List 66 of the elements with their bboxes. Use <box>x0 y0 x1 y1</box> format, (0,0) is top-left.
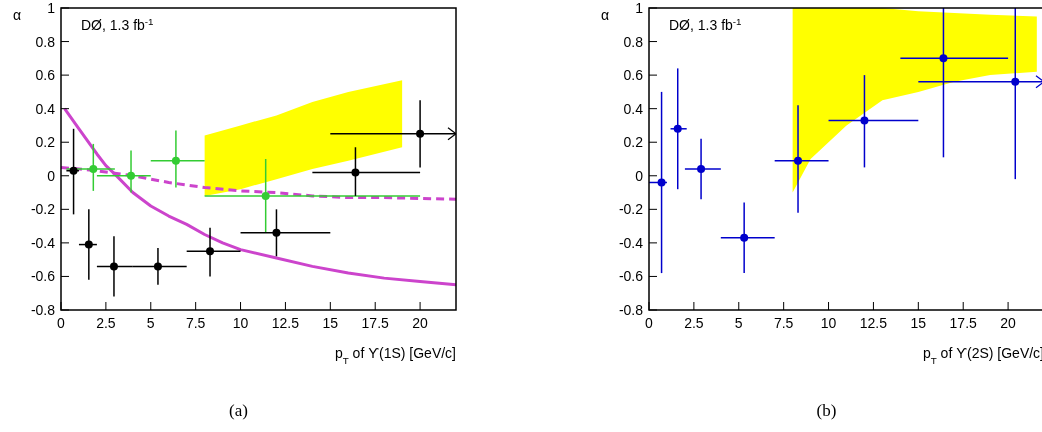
x-tick-label: 5 <box>734 315 743 331</box>
y-tick-label: -0.8 <box>618 302 644 318</box>
x-tick-label: 12.5 <box>271 315 300 331</box>
x-tick-label: 0 <box>57 315 66 331</box>
point <box>1011 77 1020 86</box>
x-tick-label: 10 <box>820 315 837 331</box>
y-tick-label: -0.4 <box>618 234 644 251</box>
y-tick-label: 0 <box>635 167 644 184</box>
text: (b) <box>816 401 837 420</box>
y-tick-label: -0.6 <box>618 268 644 285</box>
point <box>89 165 98 174</box>
point <box>860 116 869 125</box>
x-axis-title: p$_{T}$ of ϒ(1S) [GeV/c] <box>334 345 456 366</box>
text: (a) <box>229 401 248 420</box>
x-tick-label: 7.5 <box>773 315 794 331</box>
y-tick-label: 0.8 <box>35 33 56 50</box>
x-tick-label: 10 <box>232 315 249 331</box>
y-tick-label: 0.2 <box>35 134 56 151</box>
x-tick-label: 2.5 <box>96 315 116 331</box>
point <box>673 124 682 133</box>
y-tick-label: 1 <box>47 0 56 16</box>
y-tick-label: -0.2 <box>618 201 644 218</box>
x-tick-label: 12.5 <box>859 315 888 331</box>
point <box>69 166 78 175</box>
y-tick-label: -0.2 <box>30 201 56 218</box>
y-tick-label: -0.6 <box>30 268 56 285</box>
point <box>939 54 948 63</box>
x-tick-label: 5 <box>146 315 155 331</box>
x-tick-label: 2.5 <box>684 315 704 331</box>
y-tick-label: 0.8 <box>623 33 644 50</box>
annotation: DØ, 1.3 fb$^{-1}$ <box>669 15 742 33</box>
y-tick-label: 0.4 <box>623 100 644 117</box>
x-tick-label: 17.5 <box>949 315 978 331</box>
y-tick-label: 1 <box>635 0 644 16</box>
y-tick-label: 0.6 <box>35 67 56 84</box>
y-tick-label: 0.4 <box>35 100 56 117</box>
point <box>153 262 162 271</box>
point <box>740 233 749 242</box>
x-tick-label: 20 <box>412 315 429 331</box>
point <box>351 168 360 177</box>
point <box>109 262 118 271</box>
x-tick-label: 20 <box>1000 315 1017 331</box>
x-tick-label: 17.5 <box>361 315 390 331</box>
y-tick-label: -0.4 <box>30 234 56 251</box>
y-axis-title: α <box>601 7 610 23</box>
y-tick-label: 0.6 <box>623 67 644 84</box>
point <box>171 156 180 165</box>
x-tick-label: 15 <box>910 315 927 331</box>
y-axis-title: α <box>13 7 22 23</box>
x-tick-label: 7.5 <box>185 315 206 331</box>
point <box>697 165 706 174</box>
point <box>272 228 281 237</box>
point <box>416 129 425 138</box>
x-tick-label: 15 <box>322 315 339 331</box>
point <box>127 171 136 180</box>
y-tick-label: -0.8 <box>30 302 56 318</box>
y-tick-label: 0.2 <box>623 134 644 151</box>
point <box>261 191 270 200</box>
x-tick-label: 0 <box>645 315 654 331</box>
annotation: DØ, 1.3 fb$^{-1}$ <box>81 15 154 33</box>
point <box>84 240 93 249</box>
point <box>206 247 215 256</box>
line-series <box>63 107 456 287</box>
y-tick-label: 0 <box>47 167 56 184</box>
point <box>794 156 803 165</box>
point <box>657 178 666 187</box>
